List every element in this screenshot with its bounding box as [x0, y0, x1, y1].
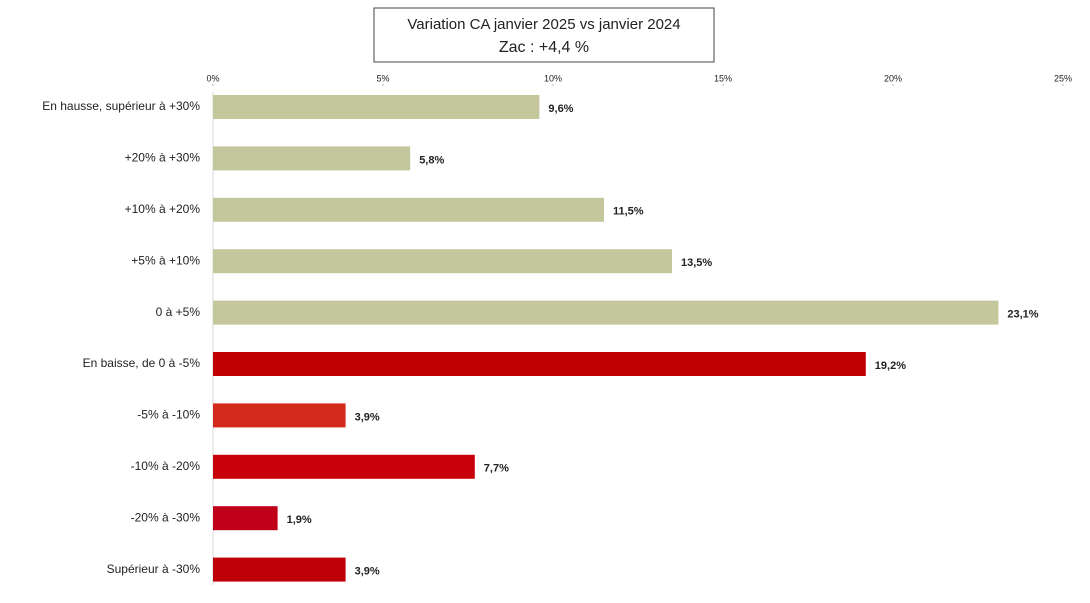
y-tick-label: En hausse, supérieur à +30% — [42, 99, 200, 113]
x-tick-label: 25% — [1054, 73, 1072, 83]
x-tick-label: 0% — [206, 73, 219, 83]
x-tick-label: 10% — [544, 73, 562, 83]
y-tick-label: +5% à +10% — [131, 253, 200, 267]
bar — [213, 300, 999, 325]
bar — [213, 454, 475, 479]
value-label: 11,5% — [613, 206, 644, 218]
y-tick-label: +20% à +30% — [125, 151, 201, 165]
bar — [213, 197, 604, 222]
bar — [213, 249, 672, 274]
y-tick-label: +10% à +20% — [125, 202, 201, 216]
y-tick-label: -20% à -30% — [131, 510, 201, 524]
chart-title: Variation CA janvier 2025 vs janvier 202… — [407, 16, 680, 33]
bar — [213, 95, 540, 119]
chart-subtitle: Zac : +4,4 % — [499, 39, 589, 56]
value-label: 5,8% — [419, 154, 444, 166]
value-label: 19,2% — [875, 360, 906, 372]
title-box — [373, 7, 715, 63]
x-tick-label: 15% — [714, 73, 732, 83]
bar — [213, 557, 346, 582]
x-tick-label: 20% — [884, 73, 902, 83]
y-tick-label: En baisse, de 0 à -5% — [83, 356, 201, 370]
y-tick-label: -5% à -10% — [137, 408, 200, 422]
value-label: 9,6% — [548, 103, 573, 115]
y-tick-label: Supérieur à -30% — [107, 562, 201, 576]
bar — [213, 146, 411, 171]
bar — [213, 506, 278, 531]
bar — [213, 352, 866, 376]
value-label: 3,9% — [355, 411, 380, 423]
y-tick-label: 0 à +5% — [156, 305, 201, 319]
value-label: 1,9% — [287, 514, 312, 526]
value-label: 23,1% — [1007, 309, 1038, 321]
value-label: 13,5% — [681, 257, 712, 269]
value-label: 3,9% — [355, 566, 380, 578]
bar — [213, 403, 346, 428]
x-tick-label: 5% — [376, 73, 389, 83]
value-label: 7,7% — [484, 463, 509, 475]
y-tick-label: -10% à -20% — [131, 459, 201, 473]
